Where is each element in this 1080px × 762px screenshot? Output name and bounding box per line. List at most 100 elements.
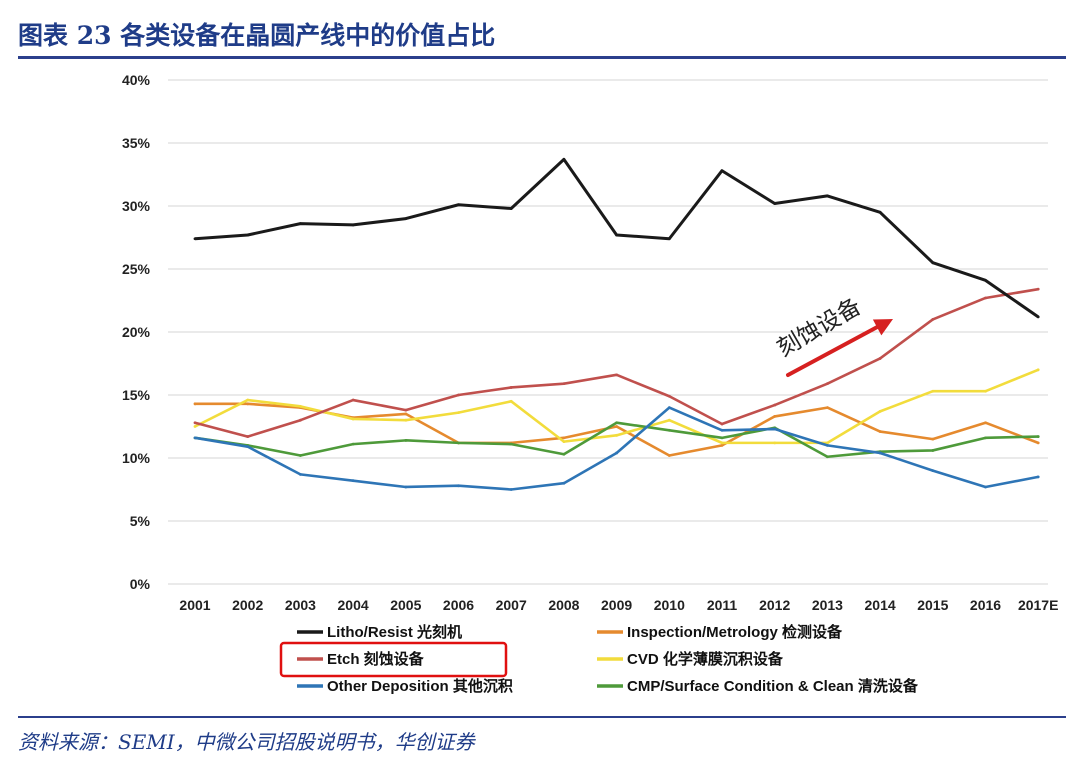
data-point (878, 409, 882, 413)
legend: Litho/Resist 光刻机 Inspection/Metrology 检测设… (279, 623, 919, 695)
data-point (720, 428, 724, 432)
data-point (299, 222, 302, 226)
data-point (1036, 315, 1040, 319)
data-point (1036, 441, 1040, 445)
y-tick-label: 15% (122, 387, 151, 403)
data-point (509, 386, 513, 389)
data-point (404, 438, 408, 442)
data-point (773, 415, 777, 418)
y-tick-label: 5% (130, 513, 151, 529)
grid-layer (168, 79, 1048, 585)
series-line-4 (194, 368, 1039, 445)
legend-label: Litho/Resist 光刻机 (327, 623, 462, 641)
legend-label: CMP/Surface Condition & Clean 清洗设备 (627, 677, 919, 695)
data-point (878, 210, 882, 214)
y-tick-label: 30% (122, 198, 151, 214)
data-point (720, 436, 724, 440)
data-point (562, 382, 566, 386)
data-point (457, 441, 460, 445)
x-tick-label: 2012 (759, 597, 790, 613)
data-point (984, 278, 987, 282)
x-axis-ticks: 2001 2002 2003 2004 2005 2006 2007 2008 2009 2010… (179, 597, 1058, 613)
data-point (193, 402, 197, 406)
y-tick-label: 40% (122, 72, 151, 88)
data-point (720, 444, 724, 447)
source-note: 资料来源：SEMI，中微公司招股说明书，华创证券 (18, 730, 475, 754)
etch-annotation: 刻蚀设备 (773, 294, 893, 377)
data-point (667, 418, 671, 422)
data-point (667, 394, 671, 398)
data-point (562, 452, 566, 456)
x-tick-label: 2013 (812, 597, 843, 613)
data-point (509, 399, 513, 403)
legend-label: Etch 刻蚀设备 (327, 650, 425, 668)
data-point (351, 417, 355, 421)
x-tick-label: 2004 (338, 597, 369, 613)
data-point (457, 484, 460, 488)
x-tick-label: 2014 (865, 597, 896, 613)
legend-label: CVD 化学薄膜沉积设备 (627, 650, 784, 668)
y-tick-label: 35% (122, 135, 151, 151)
legend-label: Inspection/Metrology 检测设备 (627, 623, 843, 641)
data-point (878, 357, 882, 360)
data-point (457, 411, 460, 415)
data-point (931, 449, 935, 452)
data-point (615, 451, 618, 455)
x-tick-label: 2008 (548, 597, 579, 613)
data-point (773, 202, 777, 205)
data-point (246, 398, 250, 402)
trend-arrow-head (872, 319, 893, 336)
data-point (457, 203, 460, 207)
y-axis-ticks: 0% 5% 10% 15% 20% 25% 30% 35% 40% (122, 72, 151, 592)
data-point (773, 427, 777, 431)
data-point (562, 440, 566, 444)
x-tick-label: 2015 (917, 597, 948, 613)
data-point (299, 418, 302, 422)
figure-title: 图表 23 各类设备在晶圆产线中的价值占比 (18, 21, 496, 50)
data-point (720, 169, 724, 173)
data-point (720, 441, 724, 445)
x-tick-label: 2010 (654, 597, 685, 613)
data-point (984, 389, 987, 393)
data-point (1036, 475, 1040, 479)
data-point (351, 442, 355, 446)
data-point (667, 428, 671, 432)
data-point (509, 488, 513, 491)
data-point (878, 451, 882, 455)
data-point (826, 194, 829, 198)
data-point (826, 444, 829, 447)
data-point (193, 421, 197, 425)
series-line-0 (194, 157, 1040, 319)
annotation-text: 刻蚀设备 (773, 294, 866, 363)
data-point (351, 223, 355, 227)
title-rule (18, 56, 1066, 59)
data-point (562, 157, 566, 161)
data-point (667, 237, 671, 241)
data-point (509, 207, 513, 210)
data-point (826, 382, 829, 386)
data-point (931, 437, 935, 441)
x-tick-label: 2009 (601, 597, 632, 613)
data-point (826, 406, 829, 409)
trend-arrow-shaft (786, 323, 883, 377)
data-point (299, 472, 302, 476)
data-point (246, 233, 250, 237)
data-point (773, 403, 777, 407)
series-line-2 (194, 406, 1039, 491)
x-tick-label: 2016 (970, 597, 1001, 613)
data-point (404, 217, 408, 221)
data-point (931, 261, 935, 265)
x-tick-label: 2006 (443, 597, 474, 613)
etch-highlight-box (279, 641, 508, 678)
data-point (984, 436, 987, 440)
x-tick-label: 2003 (285, 597, 316, 613)
data-point (826, 455, 829, 459)
x-tick-label: 2017E (1018, 597, 1058, 613)
data-point (667, 454, 671, 457)
data-point (404, 418, 408, 422)
data-point (299, 454, 302, 457)
data-point (615, 233, 618, 237)
data-point (404, 485, 408, 489)
data-point (246, 402, 250, 406)
